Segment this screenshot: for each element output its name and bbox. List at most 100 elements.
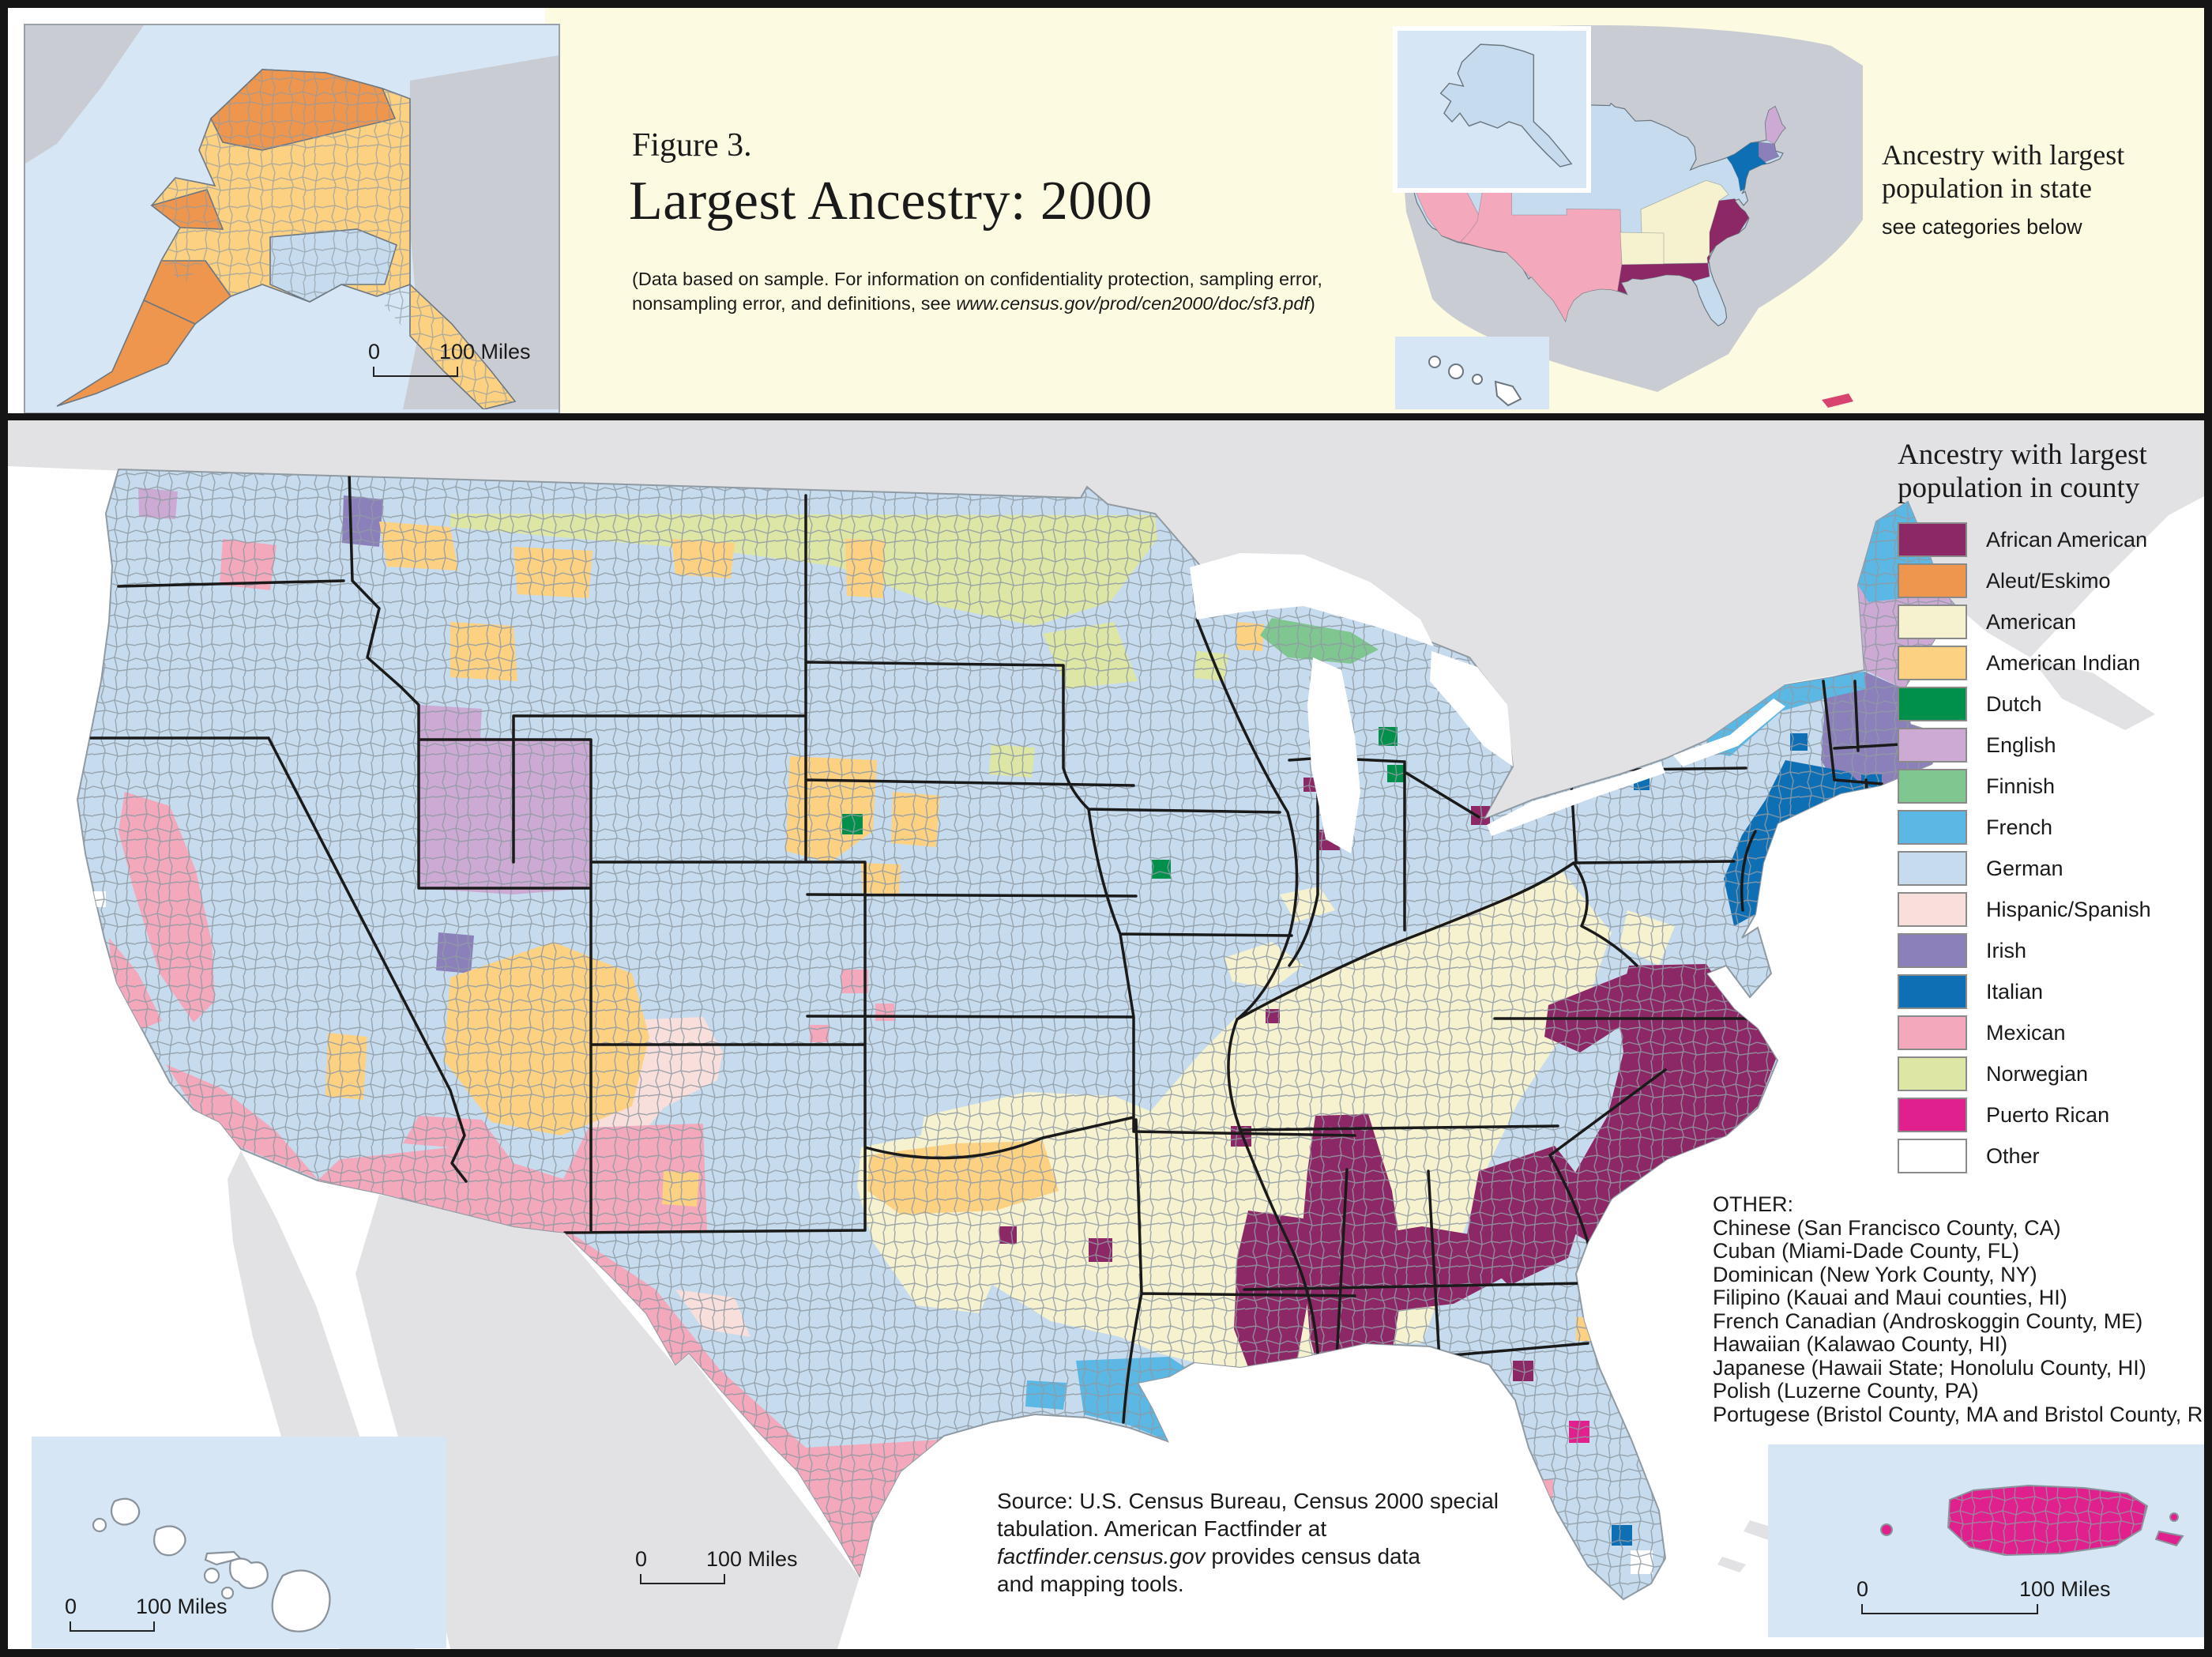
legend-swatch-irish: [1898, 933, 1967, 968]
lake-huron: [1430, 651, 1513, 766]
other-item: Dominican (New York County, NY): [1713, 1262, 2037, 1286]
state-inset-title: Ancestry with largest population in stat…: [1882, 138, 2124, 205]
lake-erie: [1487, 762, 1665, 836]
island-hawaii: [271, 1569, 331, 1633]
other-item: Filipino (Kauai and Maui counties, HI): [1713, 1286, 2067, 1309]
legend-label: Puerto Rican: [1986, 1103, 2110, 1127]
island-mona: [1880, 1523, 1893, 1536]
alaska-inset-map: 0 100 Miles: [24, 24, 560, 414]
other-item: Chinese (San Francisco County, CA): [1713, 1215, 2061, 1240]
alaska-county-mesh: [152, 70, 515, 409]
alaska-inset-svg: [25, 25, 559, 409]
puerto-rico-county-mesh: [1948, 1486, 2147, 1555]
island-kahoolawe: [220, 1586, 235, 1600]
state-inset-subtitle: see categories below: [1882, 215, 2082, 239]
island-oahu: [152, 1525, 186, 1557]
source-line4: and mapping tools.: [997, 1572, 1184, 1596]
legend-label: Dutch: [1986, 692, 2042, 716]
state-map-hawaii-box: [1395, 337, 1549, 409]
scale-line: [640, 1574, 725, 1584]
state-map-alaska: [1439, 43, 1573, 168]
title-panel: [545, 8, 2204, 413]
alaska-scale-bar: 0 100 Miles: [368, 340, 531, 377]
nova-scotia-land: [2030, 657, 2155, 730]
state-map-hawaii-islands: [1428, 356, 1522, 407]
scale-line: [373, 367, 458, 377]
legend-swatch-english: [1898, 728, 1967, 763]
great-lakes: [1190, 553, 1785, 853]
hawaii-islands: [92, 1497, 331, 1633]
island-kauai: [110, 1497, 141, 1526]
main-scale-bar: 0 100 Miles: [635, 1547, 798, 1584]
note-line1: (Data based on sample. For information o…: [632, 269, 1322, 289]
scale-zero: 0: [635, 1547, 648, 1571]
legend-swatch-norwegian: [1898, 1056, 1967, 1091]
county-legend-title: Ancestry with largest population in coun…: [1898, 439, 2147, 505]
legend-label: Aleut/Eskimo: [1986, 569, 2111, 593]
scale-miles: 100 Miles: [439, 340, 531, 363]
figure-note: (Data based on sample. For information o…: [632, 267, 1322, 316]
other-item: Cuban (Miami-Dade County, FL): [1713, 1239, 2020, 1263]
hawaii-inset-svg: [92, 1497, 331, 1633]
island-culebra: [2169, 1512, 2179, 1522]
legend-label: Other: [1986, 1144, 2040, 1168]
county-legend-title-line2: population in county: [1898, 472, 2140, 504]
state-map-puerto-rico: [1822, 394, 1853, 408]
alaska-aleut-eskimo-peninsula: [56, 299, 197, 407]
island-lanai: [203, 1567, 220, 1584]
legend-swatch-mexican: [1898, 1015, 1967, 1050]
other-item: French Canadian (Androskoggin County, ME…: [1713, 1309, 2143, 1333]
legend-swatch-french: [1898, 810, 1967, 845]
scale-miles: 100 Miles: [2019, 1577, 2111, 1601]
state-title-line2: population in state: [1882, 172, 2092, 204]
legend-swatch-african-american: [1898, 522, 1967, 557]
mexico-mainland: [356, 1195, 860, 1649]
canada-land: [8, 420, 2204, 819]
figure-number: Figure 3.: [632, 127, 752, 164]
legend-label: German: [1986, 857, 2063, 880]
scale-line: [1861, 1604, 2038, 1614]
island-vieques: [2154, 1530, 2184, 1547]
legend-swatch-german: [1898, 851, 1967, 886]
legend-label: Finnish: [1986, 774, 2056, 798]
legend-label: Hispanic/Spanish: [1986, 898, 2151, 921]
source-url: factfinder.census.gov: [997, 1544, 1206, 1569]
legend-label: French: [1986, 815, 2053, 839]
legend-label: Mexican: [1986, 1021, 2066, 1045]
other-item: Japanese (Hawaii State; Honolulu County,…: [1713, 1355, 2146, 1380]
state-arkansas-american: [1620, 232, 1665, 266]
legend-swatch-italian: [1898, 974, 1967, 1009]
legend-swatch-hispanic-spanish: [1898, 892, 1967, 927]
legend-swatch-american-indian: [1898, 646, 1967, 680]
lake-ontario: [1673, 699, 1785, 766]
hawaii-scale-bar: 0 100 Miles: [65, 1595, 228, 1632]
county-legend-title-line1: Ancestry with largest: [1898, 439, 2147, 471]
source-note: Source: U.S. Census Bureau, Census 2000 …: [997, 1487, 1499, 1598]
other-item: Portugese (Bristol County, MA and Bristo…: [1713, 1402, 2212, 1426]
island-molokai: [204, 1550, 243, 1566]
scale-zero: 0: [1856, 1577, 1869, 1601]
state-map-us: [1408, 99, 1786, 327]
puerto-rico-scale-bar: 0 100 Miles: [1856, 1577, 2111, 1614]
legend-label: Norwegian: [1986, 1062, 2089, 1086]
legend-label: African American: [1986, 528, 2148, 552]
scale-miles: 100 Miles: [706, 1547, 798, 1571]
top-separator-line: [8, 413, 2204, 420]
island-niihau: [92, 1517, 107, 1533]
puerto-rico-inset-map: 0 100 Miles: [1768, 1444, 2204, 1637]
note-suffix: ): [1308, 293, 1315, 314]
note-line2: nonsampling error, and definitions, see: [632, 293, 957, 314]
puerto-rico-inset-svg: [1880, 1484, 2184, 1557]
scale-zero: 0: [368, 340, 381, 363]
legend-swatch-dutch: [1898, 687, 1967, 721]
scale-zero: 0: [65, 1595, 77, 1618]
state-map-svg: [1393, 24, 1863, 409]
legend-swatch-finnish: [1898, 769, 1967, 804]
source-line3: provides census data: [1205, 1544, 1420, 1569]
legend-label: Italian: [1986, 980, 2044, 1004]
figure-title: Largest Ancestry: 2000: [629, 171, 1153, 232]
legend-label: Irish: [1986, 939, 2027, 962]
legend-swatch-puerto-rican: [1898, 1098, 1967, 1132]
lake-superior: [1190, 553, 1434, 646]
